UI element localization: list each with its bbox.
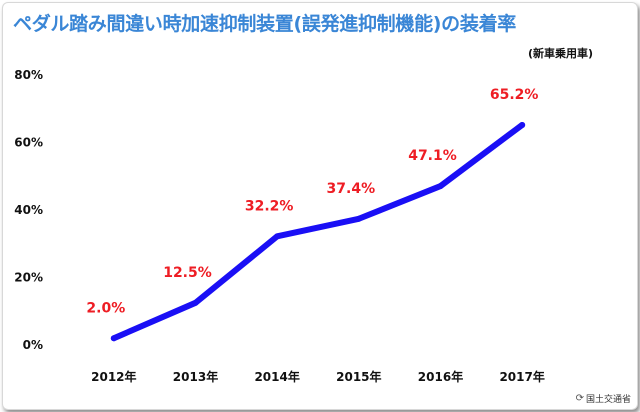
line-chart: 80% 60% 40% 20% 0% 2012年 2013年 2014年 2015年 2016年 2… <box>14 68 545 384</box>
x-tick-label: 2013年 <box>173 369 218 384</box>
y-tick-label: 80% <box>14 68 43 82</box>
x-tick-label: 2014年 <box>254 369 299 384</box>
data-point <box>110 335 117 342</box>
data-label: 12.5% <box>163 265 212 281</box>
y-tick-label: 20% <box>14 271 43 285</box>
data-label: 65.2% <box>490 87 539 103</box>
data-label: 47.1% <box>408 148 457 164</box>
series-line <box>110 121 526 342</box>
x-tick-label: 2016年 <box>418 369 463 384</box>
data-label: 2.0% <box>86 300 125 316</box>
data-point <box>437 183 444 190</box>
data-point <box>355 215 362 222</box>
y-tick-label: 40% <box>14 203 43 217</box>
data-point <box>192 299 199 306</box>
credit-text: 国土交通省 <box>585 395 631 405</box>
x-tick-label: 2015年 <box>336 369 381 384</box>
data-point <box>274 233 281 240</box>
x-tick-label: 2012年 <box>91 369 136 384</box>
response-logo-icon: ⟳ <box>575 393 584 404</box>
source-credit: ⟳ 国土交通省 <box>576 392 631 405</box>
chart-title: ペダル踏み間違い時加速抑制装置(誤発進抑制機能)の装着率 <box>13 13 516 35</box>
chart-subtitle: (新車乗用車) <box>527 47 593 60</box>
y-tick-label: 0% <box>23 338 43 352</box>
x-tick-label: 2017年 <box>499 369 544 384</box>
data-label: 32.2% <box>245 198 294 214</box>
data-point <box>519 121 526 128</box>
y-tick-label: 60% <box>14 136 43 150</box>
data-label: 37.4% <box>327 181 376 197</box>
